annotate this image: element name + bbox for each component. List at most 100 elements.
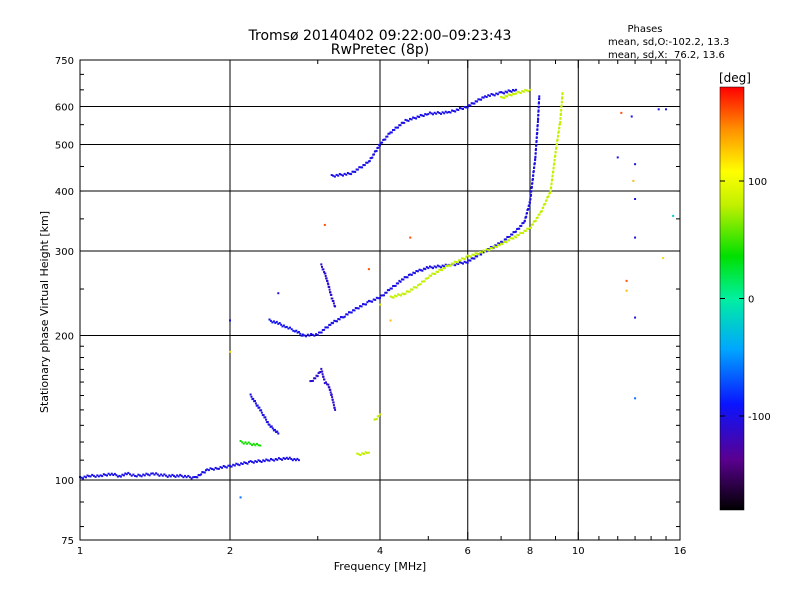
echo-point: [540, 210, 543, 213]
echo-point: [269, 319, 272, 322]
echo-point: [130, 474, 133, 477]
echo-point: [521, 90, 524, 93]
echo-point: [672, 214, 675, 217]
echo-point: [549, 190, 552, 193]
grid-layer: [80, 60, 680, 540]
echo-point: [560, 104, 563, 107]
echo-point: [142, 473, 145, 476]
echo-point: [493, 94, 496, 97]
echo-point: [272, 429, 275, 432]
echo-point: [201, 471, 204, 474]
echo-point: [458, 261, 461, 264]
echo-point: [366, 452, 369, 454]
echo-point: [379, 303, 381, 306]
echo-point: [278, 322, 281, 324]
echo-point: [190, 477, 193, 480]
echo-point: [534, 155, 537, 158]
echo-point: [230, 465, 233, 468]
echo-point: [332, 302, 335, 305]
echo-point: [474, 255, 477, 258]
echo-point: [89, 475, 92, 478]
echo-point: [530, 185, 533, 188]
echo-point: [332, 322, 334, 325]
echo-point: [381, 141, 384, 144]
echo-point: [389, 131, 392, 134]
echo-point: [555, 142, 558, 145]
echo-point: [184, 474, 186, 477]
echo-point: [350, 311, 353, 314]
echo-point: [536, 124, 539, 127]
echo-point: [318, 331, 320, 334]
echo-point: [511, 237, 513, 240]
echo-point: [236, 463, 239, 466]
echo-point: [168, 474, 171, 477]
echo-point: [313, 377, 316, 380]
echo-point: [322, 375, 325, 378]
echo-point: [139, 474, 141, 477]
echo-point: [256, 442, 258, 445]
echo-point: [531, 178, 534, 180]
echo-point: [161, 474, 164, 477]
echo-point: [494, 245, 497, 248]
echo-point: [279, 458, 282, 460]
echo-point: [470, 257, 473, 260]
echo-point: [280, 323, 283, 326]
echo-point: [328, 286, 331, 288]
echo-point: [495, 92, 498, 95]
echo-point: [292, 329, 295, 332]
echo-point: [465, 261, 468, 264]
echo-point: [328, 386, 331, 389]
echo-point: [244, 441, 247, 444]
echo-point: [428, 111, 431, 114]
echo-point: [456, 261, 459, 264]
echo-point: [421, 114, 424, 117]
echo-point: [421, 269, 424, 272]
echo-point: [129, 473, 131, 476]
echo-point: [468, 104, 471, 107]
echo-point: [354, 307, 357, 309]
colorbar-label: [deg]: [719, 71, 751, 85]
echo-point: [271, 321, 274, 324]
echo-point: [268, 423, 271, 426]
echo-point: [441, 269, 443, 272]
echo-point: [91, 473, 94, 476]
echo-point: [551, 178, 554, 181]
echo-point: [323, 378, 326, 381]
echo-point: [229, 464, 231, 467]
echo-point: [274, 458, 277, 460]
echo-point: [179, 473, 182, 476]
echo-point: [332, 174, 335, 177]
echo-point: [229, 319, 231, 322]
echo-point: [262, 414, 265, 416]
echo-point: [371, 300, 374, 303]
echo-point: [435, 266, 438, 269]
echo-point: [241, 463, 244, 465]
echo-point: [438, 112, 441, 114]
echo-point: [352, 309, 355, 312]
echo-point: [335, 173, 338, 176]
echo-point: [232, 463, 235, 466]
echo-point: [285, 325, 288, 328]
echo-point: [554, 154, 557, 157]
echo-point: [276, 458, 279, 461]
echo-point: [506, 91, 509, 94]
echo-point: [345, 313, 348, 316]
echo-point: [415, 117, 418, 120]
echo-point: [492, 245, 495, 248]
echo-point: [535, 144, 538, 147]
y-tick-label: 600: [55, 103, 74, 114]
echo-point: [288, 456, 291, 459]
echo-point: [322, 268, 325, 271]
echo-trace: [249, 393, 280, 435]
echo-point: [412, 271, 415, 274]
echo-point: [519, 231, 522, 234]
echo-point: [373, 418, 376, 421]
echo-point: [135, 475, 138, 478]
echo-trace: [309, 367, 337, 411]
echo-point: [451, 109, 454, 112]
echo-point: [529, 198, 532, 201]
echo-point: [485, 248, 488, 251]
echo-point: [523, 229, 526, 232]
echo-point: [492, 246, 495, 249]
echo-point: [479, 251, 482, 253]
